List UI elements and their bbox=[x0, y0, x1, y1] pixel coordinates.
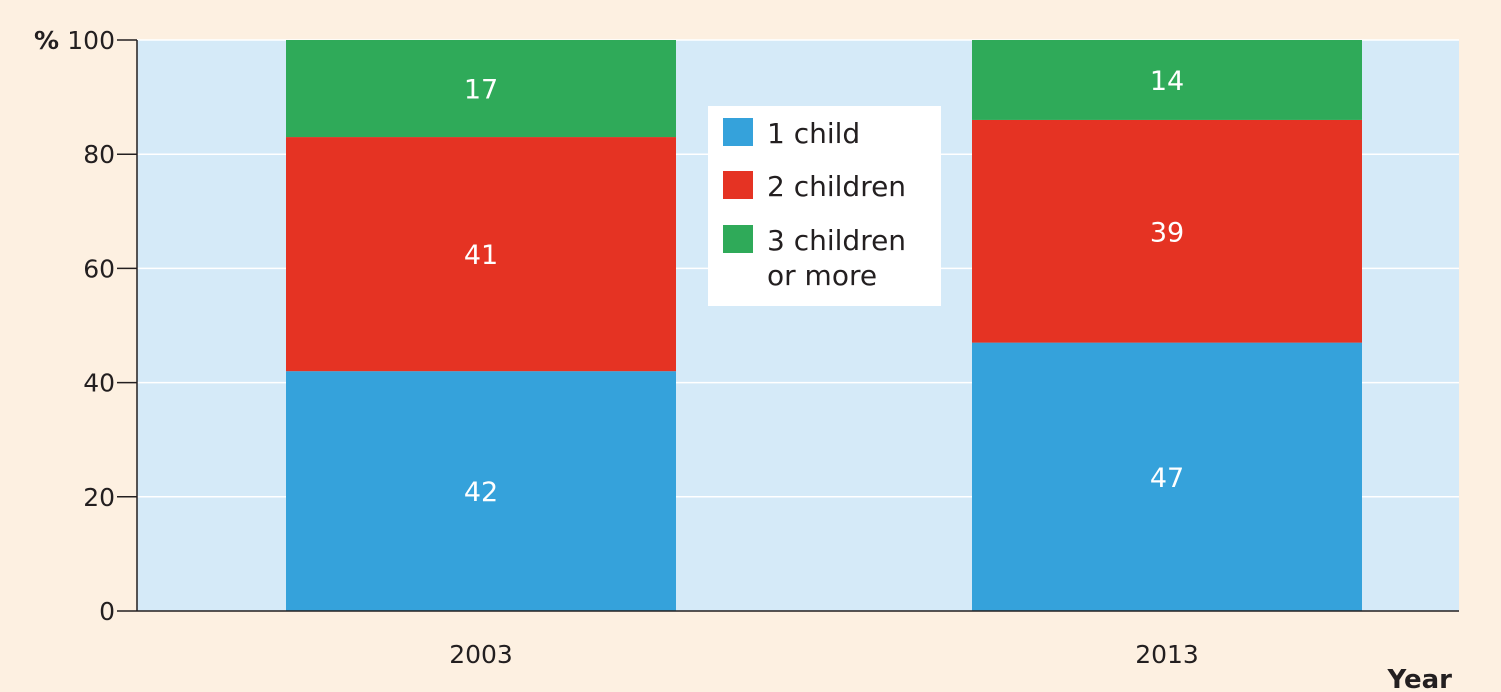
y-tick-label: 0 bbox=[99, 597, 115, 626]
bar-segment bbox=[972, 342, 1362, 611]
data-label: 42 bbox=[464, 477, 498, 508]
y-axis-ticks: 0 20 40 60 80 100 bbox=[67, 26, 137, 626]
y-tick-label: 40 bbox=[83, 369, 115, 398]
legend-label: 2 children bbox=[767, 170, 906, 203]
legend-swatch bbox=[723, 225, 753, 253]
data-label: 17 bbox=[464, 75, 498, 106]
y-tick-label: 20 bbox=[83, 483, 115, 512]
legend-label: 3 children or more bbox=[767, 224, 906, 292]
x-axis-ticks: 2003 2013 bbox=[449, 640, 1199, 669]
bar-segment bbox=[286, 371, 676, 611]
data-label: 39 bbox=[1150, 217, 1184, 248]
bar-segment bbox=[972, 119, 1362, 343]
data-label: 41 bbox=[464, 240, 498, 271]
legend-label: 1 child bbox=[767, 117, 860, 150]
y-axis-unit: % bbox=[34, 26, 59, 55]
bar-segment bbox=[286, 137, 676, 372]
x-tick-label: 2013 bbox=[1135, 640, 1199, 669]
bar-segment bbox=[286, 40, 676, 138]
y-tick-label: 80 bbox=[83, 140, 115, 169]
data-label: 47 bbox=[1150, 463, 1184, 494]
legend-swatch bbox=[723, 118, 753, 146]
data-label: 14 bbox=[1150, 66, 1184, 97]
bars: 42 41 17 47 39 14 bbox=[286, 40, 1362, 611]
y-tick-label: 100 bbox=[67, 26, 115, 55]
x-tick-label: 2003 bbox=[449, 640, 513, 669]
bar-segment bbox=[972, 40, 1362, 120]
axes bbox=[136, 40, 1459, 612]
y-tick-label: 60 bbox=[83, 254, 115, 283]
x-axis-title: Year bbox=[1387, 665, 1453, 692]
legend: 1 child 2 children 3 children or more bbox=[708, 106, 941, 306]
legend-swatch bbox=[723, 171, 753, 199]
